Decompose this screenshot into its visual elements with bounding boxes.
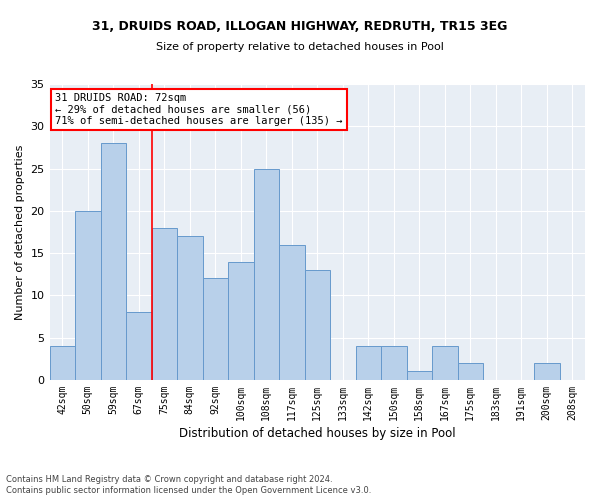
Bar: [407, 372, 432, 380]
Bar: [534, 363, 560, 380]
Bar: [152, 228, 177, 380]
Bar: [75, 211, 101, 380]
Y-axis label: Number of detached properties: Number of detached properties: [15, 144, 25, 320]
Bar: [126, 312, 152, 380]
Bar: [458, 363, 483, 380]
Text: Contains HM Land Registry data © Crown copyright and database right 2024.: Contains HM Land Registry data © Crown c…: [6, 475, 332, 484]
Bar: [305, 270, 330, 380]
Bar: [228, 262, 254, 380]
Bar: [254, 168, 279, 380]
Text: Contains public sector information licensed under the Open Government Licence v3: Contains public sector information licen…: [6, 486, 371, 495]
Text: 31 DRUIDS ROAD: 72sqm
← 29% of detached houses are smaller (56)
71% of semi-deta: 31 DRUIDS ROAD: 72sqm ← 29% of detached …: [55, 93, 343, 126]
Bar: [177, 236, 203, 380]
Bar: [50, 346, 75, 380]
X-axis label: Distribution of detached houses by size in Pool: Distribution of detached houses by size …: [179, 427, 455, 440]
Bar: [432, 346, 458, 380]
Bar: [203, 278, 228, 380]
Bar: [381, 346, 407, 380]
Text: Size of property relative to detached houses in Pool: Size of property relative to detached ho…: [156, 42, 444, 52]
Bar: [356, 346, 381, 380]
Text: 31, DRUIDS ROAD, ILLOGAN HIGHWAY, REDRUTH, TR15 3EG: 31, DRUIDS ROAD, ILLOGAN HIGHWAY, REDRUT…: [92, 20, 508, 33]
Bar: [279, 244, 305, 380]
Bar: [101, 143, 126, 380]
